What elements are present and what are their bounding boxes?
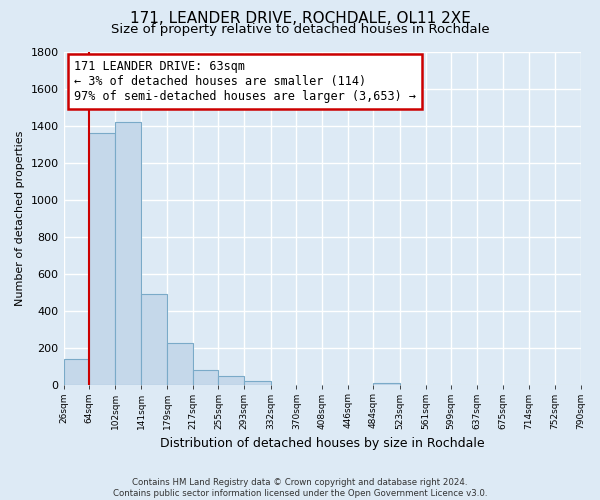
Bar <box>89 133 115 386</box>
Bar <box>167 342 193 386</box>
Bar <box>64 360 89 386</box>
Text: 171 LEANDER DRIVE: 63sqm
← 3% of detached houses are smaller (114)
97% of semi-d: 171 LEANDER DRIVE: 63sqm ← 3% of detache… <box>74 60 416 103</box>
X-axis label: Distribution of detached houses by size in Rochdale: Distribution of detached houses by size … <box>160 437 484 450</box>
Bar <box>218 376 244 386</box>
Bar <box>115 122 142 386</box>
Bar <box>373 382 400 386</box>
Bar <box>142 294 167 386</box>
Text: Size of property relative to detached houses in Rochdale: Size of property relative to detached ho… <box>110 22 490 36</box>
Bar <box>244 380 271 386</box>
Bar <box>193 370 218 386</box>
Y-axis label: Number of detached properties: Number of detached properties <box>15 130 25 306</box>
Text: Contains HM Land Registry data © Crown copyright and database right 2024.
Contai: Contains HM Land Registry data © Crown c… <box>113 478 487 498</box>
Text: 171, LEANDER DRIVE, ROCHDALE, OL11 2XE: 171, LEANDER DRIVE, ROCHDALE, OL11 2XE <box>130 11 470 26</box>
